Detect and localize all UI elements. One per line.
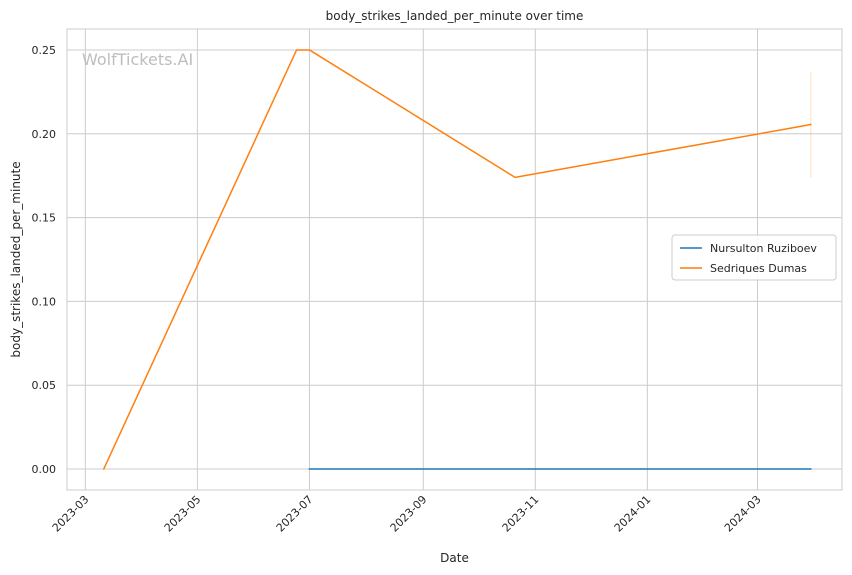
legend-box bbox=[671, 234, 837, 281]
watermark-text: WolfTickets.AI bbox=[82, 50, 193, 69]
x-tick-label: 2023-05 bbox=[162, 493, 204, 535]
x-axis-ticks: 2023-03 2023-05 2023-07 2023-09 2023-11 2024-… bbox=[50, 493, 764, 535]
x-axis-title: Date bbox=[440, 551, 469, 565]
y-tick-label: 0.20 bbox=[32, 128, 57, 141]
x-tick-label: 2023-03 bbox=[50, 493, 92, 535]
legend: Nursulton Ruziboev Sedriques Dumas bbox=[671, 234, 837, 281]
y-tick-label: 0.25 bbox=[32, 44, 57, 57]
x-tick-label: 2024-01 bbox=[612, 493, 654, 535]
series-lines bbox=[102, 49, 812, 471]
legend-label-1: Sedriques Dumas bbox=[710, 262, 807, 275]
y-axis-title: body_strikes_landed_per_minute bbox=[9, 161, 23, 357]
y-axis-ticks: 0.00 0.05 0.10 0.15 0.20 0.25 bbox=[32, 44, 57, 476]
y-tick-label: 0.00 bbox=[32, 463, 57, 476]
x-tick-label: 2023-07 bbox=[274, 493, 316, 535]
y-tick-label: 0.05 bbox=[32, 379, 57, 392]
grid bbox=[67, 29, 842, 490]
x-tick-label: 2023-09 bbox=[388, 493, 430, 535]
chart-title: body_strikes_landed_per_minute over time bbox=[326, 9, 584, 23]
y-tick-label: 0.10 bbox=[32, 295, 57, 308]
legend-label-0: Nursulton Ruziboev bbox=[710, 242, 817, 255]
x-tick-label: 2024-03 bbox=[722, 493, 764, 535]
y-tick-label: 0.15 bbox=[32, 212, 57, 225]
plot-area bbox=[66, 28, 843, 491]
series-line-1 bbox=[102, 49, 812, 471]
x-tick-label: 2023-11 bbox=[500, 493, 542, 535]
